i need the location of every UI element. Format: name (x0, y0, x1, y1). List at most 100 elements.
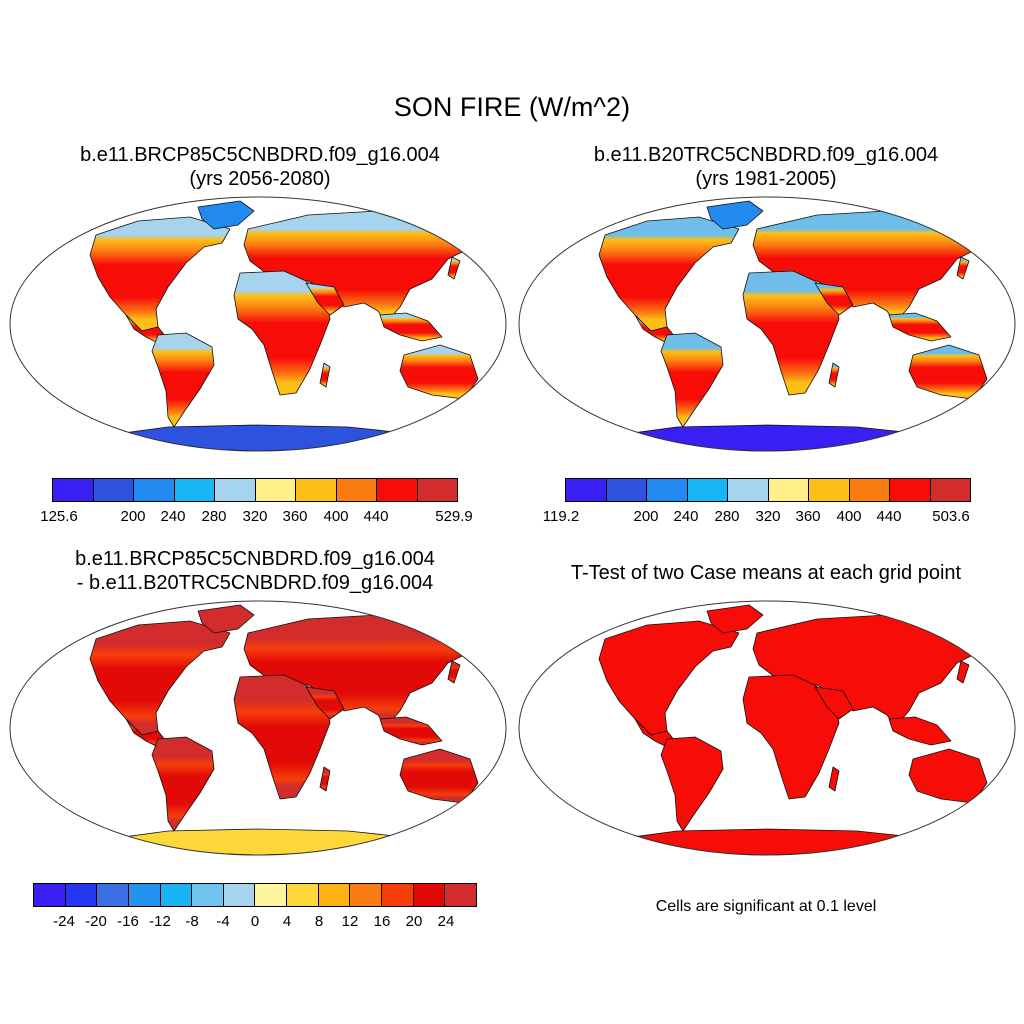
colorbar-future-tick: 320 (242, 508, 268, 525)
colorbar-box (134, 479, 175, 501)
colorbar-box (413, 884, 446, 906)
map-future (9, 196, 507, 452)
colorbar-box (445, 884, 476, 906)
landmass-se-asia-islands (888, 716, 952, 746)
colorbar-historical-min-label: 119.2 (542, 508, 580, 525)
panel-historical-title: b.e11.B20TRC5CNBDRD.f09_g16.004 (yrs 198… (508, 143, 1024, 191)
figure-title: SON FIRE (W/m^2) (393, 92, 631, 122)
colorbar-box (160, 884, 193, 906)
colorbar-box (128, 884, 161, 906)
landmass-japan (956, 256, 970, 280)
landmass-antarctica (586, 424, 954, 451)
colorbar-box (255, 884, 288, 906)
colorbar-difference-tick: 16 (373, 913, 391, 930)
landmass-antarctica (77, 424, 445, 451)
colorbar-difference-boxes (33, 883, 477, 907)
colorbar-future-boxes (52, 478, 458, 502)
map-land-group (586, 604, 988, 855)
colorbar-box (849, 479, 890, 501)
colorbar-historical-tick: 240 (673, 508, 699, 525)
landmass-australia (399, 748, 479, 804)
colorbar-difference-tick: 12 (341, 913, 359, 930)
panel-difference-title: b.e11.BRCP85C5CNBDRD.f09_g16.004 - b.e11… (0, 547, 510, 595)
landmass-antarctica (586, 828, 954, 855)
colorbar-box (350, 884, 383, 906)
colorbar-historical-tick: 440 (876, 508, 902, 525)
landmass-madagascar (319, 362, 331, 388)
colorbar-box (65, 884, 98, 906)
map-outline (9, 196, 507, 452)
colorbar-historical-max-label: 503.6 (932, 508, 970, 525)
panel-future-title-line2: (yrs 2056-2080) (189, 168, 331, 190)
colorbar-future-tick: 240 (160, 508, 186, 525)
landmass-north-america (89, 216, 231, 332)
colorbar-box (97, 884, 129, 906)
landmass-greenland (706, 604, 764, 634)
landmass-arabia (814, 686, 854, 720)
map-outline (518, 600, 1016, 856)
colorbar-box (255, 479, 296, 501)
colorbar-historical-tick: 400 (836, 508, 862, 525)
landmass-japan (956, 660, 970, 684)
panel-difference-title-line1: b.e11.BRCP85C5CNBDRD.f09_g16.004 (75, 548, 435, 570)
map-historical (518, 196, 1016, 452)
landmass-arabia (305, 282, 345, 316)
map-ttest (518, 600, 1016, 856)
colorbar-box (768, 479, 809, 501)
colorbar-box (53, 479, 94, 501)
landmass-antarctica (77, 828, 445, 855)
colorbar-difference-tick: -8 (185, 913, 199, 930)
map-difference (9, 600, 507, 856)
colorbar-difference-tick: 4 (282, 913, 292, 930)
colorbar-historical: 119.2 200 240 280 320 360 400 440 503.6 (543, 478, 971, 525)
colorbar-difference-tick: -20 (85, 913, 107, 930)
landmass-madagascar (828, 766, 840, 792)
colorbar-box (192, 884, 224, 906)
colorbar-box (287, 884, 319, 906)
colorbar-difference-tick: 20 (405, 913, 423, 930)
landmass-se-asia-islands (379, 312, 443, 342)
colorbar-box (377, 479, 418, 501)
map-outline (518, 196, 1016, 452)
colorbar-future-max-label: 529.9 (435, 508, 473, 525)
colorbar-difference-tick: 8 (314, 913, 324, 930)
colorbar-historical-tick: 280 (714, 508, 740, 525)
landmass-australia (908, 344, 988, 400)
landmass-arabia (305, 686, 345, 720)
panel-historical-title-line1: b.e11.B20TRC5CNBDRD.f09_g16.004 (593, 144, 939, 166)
map-land-group (77, 604, 479, 855)
panel-difference-title-line2: - b.e11.B20TRC5CNBDRD.f09_g16.004 (76, 572, 434, 594)
colorbar-box (296, 479, 337, 501)
landmass-se-asia-islands (888, 312, 952, 342)
landmass-greenland (197, 604, 255, 634)
colorbar-box (223, 884, 256, 906)
colorbar-box (417, 479, 457, 501)
colorbar-future-tick: 360 (282, 508, 308, 525)
landmass-north-america (598, 216, 740, 332)
colorbar-box (93, 479, 134, 501)
colorbar-historical-tick: 200 (633, 508, 659, 525)
colorbar-historical-tick: 320 (755, 508, 781, 525)
landmass-south-america (151, 332, 215, 428)
colorbar-future-min-label: 125.6 (40, 508, 78, 525)
colorbar-future-tick: 280 (201, 508, 227, 525)
landmass-north-america (598, 620, 740, 736)
panel-historical-title-line2: (yrs 1981-2005) (695, 168, 837, 190)
colorbar-box (174, 479, 215, 501)
landmass-se-asia-islands (379, 716, 443, 746)
panel-future-title: b.e11.BRCP85C5CNBDRD.f09_g16.004 (yrs 20… (0, 143, 520, 191)
colorbar-box (647, 479, 688, 501)
colorbar-box (382, 884, 414, 906)
landmass-greenland (197, 200, 255, 230)
ttest-significance-note: Cells are significant at 0.1 level (655, 898, 877, 915)
colorbar-difference-tick: -12 (149, 913, 171, 930)
colorbar-historical-tick: 360 (795, 508, 821, 525)
landmass-south-america (660, 332, 724, 428)
colorbar-difference-tick: 0 (250, 913, 260, 930)
colorbar-difference-tick: -4 (216, 913, 230, 930)
colorbar-box (728, 479, 769, 501)
landmass-australia (399, 344, 479, 400)
colorbar-box (809, 479, 850, 501)
colorbar-box (215, 479, 256, 501)
colorbar-box (566, 479, 607, 501)
